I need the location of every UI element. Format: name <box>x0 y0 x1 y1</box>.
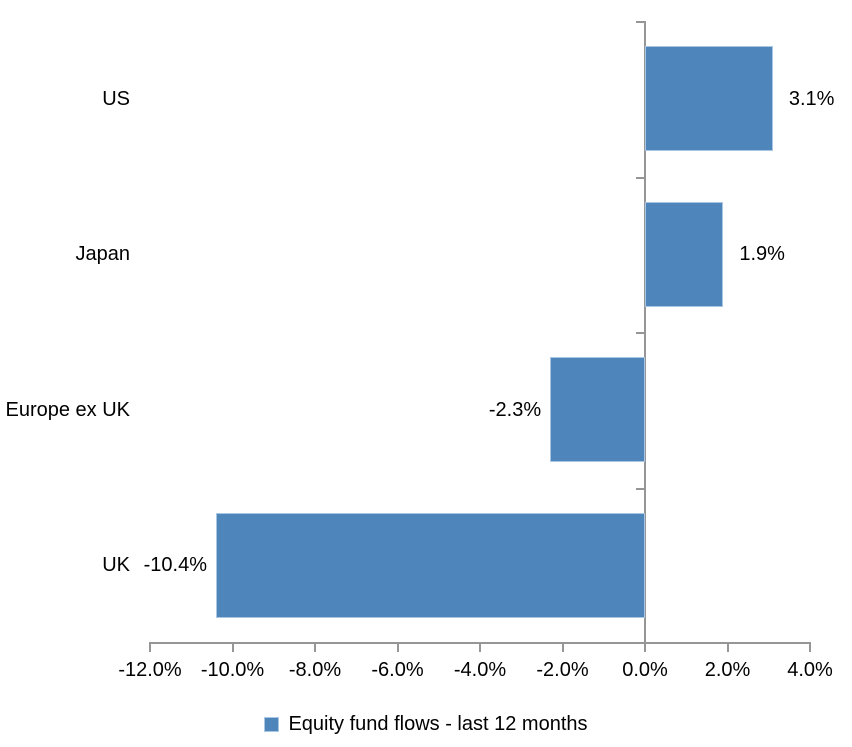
bar-japan <box>645 201 724 307</box>
value-axis-tick <box>726 642 729 652</box>
category-axis-line <box>644 21 646 643</box>
category-label-europe-ex-uk: Europe ex UK <box>5 398 130 421</box>
x-tick-label-3: -6.0% <box>371 659 424 681</box>
category-label-us: US <box>102 87 130 110</box>
bar-europe-ex-uk <box>550 357 645 463</box>
value-axis-tick <box>479 642 481 652</box>
category-axis-tick <box>636 487 644 490</box>
x-tick-label-5: -2.0% <box>536 659 589 681</box>
value-axis-tick <box>231 642 234 652</box>
x-tick-label-7: 2.0% <box>704 659 751 681</box>
legend: Equity fund flows - last 12 months <box>0 707 852 741</box>
value-axis-tick <box>314 642 316 652</box>
value-axis-tick <box>396 642 399 652</box>
legend-label: Equity fund flows - last 12 months <box>288 712 588 735</box>
category-axis-tick <box>636 332 644 334</box>
data-label-us: 3.1% <box>788 87 835 110</box>
category-label-uk: UK <box>102 554 130 577</box>
x-tick-label-4: -4.0% <box>453 659 507 681</box>
category-axis-tick <box>636 21 644 23</box>
bar-us <box>645 46 773 152</box>
value-axis-tick <box>149 642 151 652</box>
x-tick-label-2: -8.0% <box>288 659 342 681</box>
data-label-europe-ex-uk: -2.3% <box>488 398 542 421</box>
data-label-uk: -10.4% <box>143 554 207 577</box>
data-label-japan: 1.9% <box>739 243 785 266</box>
x-tick-label-1: -10.0% <box>200 659 265 681</box>
value-axis-tick <box>561 642 564 652</box>
x-tick-label-6: 0.0% <box>622 659 668 681</box>
legend-swatch-icon <box>264 716 280 732</box>
value-axis-tick <box>644 642 646 652</box>
value-axis-tick <box>809 642 811 652</box>
x-tick-label-8: 4.0% <box>787 659 833 681</box>
category-axis-tick <box>636 176 644 179</box>
bar-uk <box>216 512 645 618</box>
x-tick-label-0: -12.0% <box>118 659 182 681</box>
category-label-japan: Japan <box>75 243 131 266</box>
